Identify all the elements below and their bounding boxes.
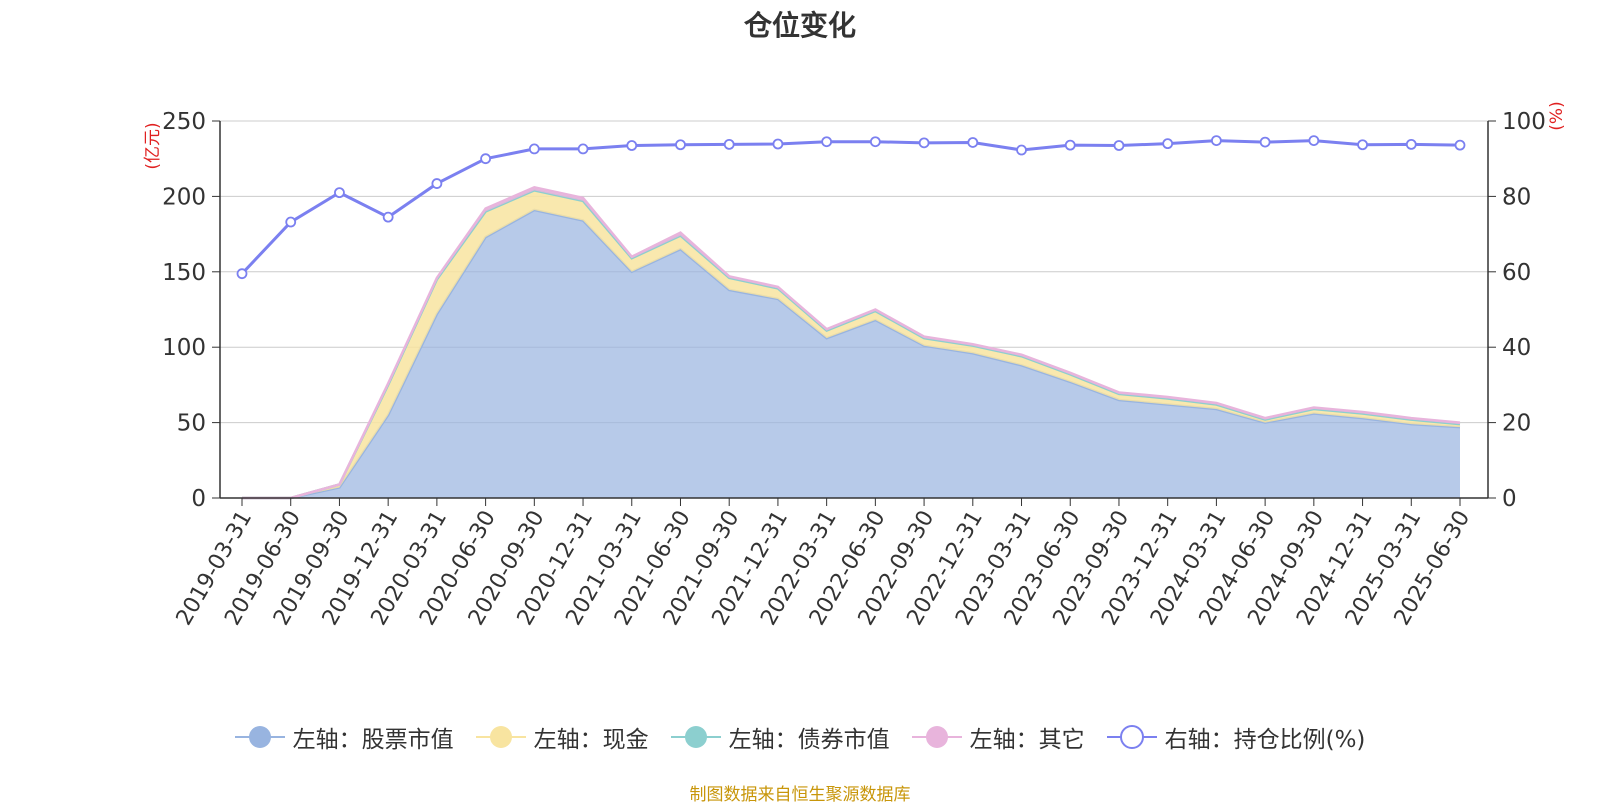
ratio-point [918,137,930,149]
left-axis-tick-label: 250 [162,109,206,135]
ratio-point [1259,136,1271,148]
ratio-point [334,187,345,199]
ratio-point [1064,139,1076,151]
chart-title: 仓位变化 [743,9,856,42]
right-axis-unit: (%) [1547,101,1567,130]
right-axis-tick-label: 60 [1502,260,1531,286]
legend-item[interactable]: 右轴：持仓比例(%) [1106,720,1366,754]
ratio-point [967,137,979,148]
ratio-point [431,178,443,189]
legend-item[interactable]: 左轴：股票市值 [234,720,454,754]
ratio-point [1405,138,1417,150]
ratio-point [869,136,881,148]
position-chart: 0501001502002500204060801002019-03-31201… [143,101,1567,629]
ratio-point [480,153,492,165]
ratio-point [577,143,589,155]
stacked-areas [242,186,1461,500]
area-edge-3 [242,186,1461,500]
right-axis-tick-label: 20 [1502,411,1531,437]
legend-label: 左轴：其它 [969,727,1085,753]
ratio-point [382,211,394,223]
legend-item[interactable]: 左轴：现金 [475,720,649,754]
right-axis-tick-label: 80 [1502,184,1531,210]
legend-label: 右轴：持仓比例(%) [1164,727,1366,753]
legend-label: 左轴：现金 [533,727,649,753]
ratio-point [1308,135,1320,147]
ratio-point [626,140,638,151]
legend-circle-icon [911,726,962,748]
legend-circle-icon [234,726,285,748]
legend-label: 左轴：股票市值 [292,727,454,753]
left-axis-tick-label: 150 [162,260,206,286]
legend: 左轴：股票市值 左轴：现金 左轴：债券市值 左轴：其它 右轴：持仓比例(%) [0,720,1600,754]
position-ratio-line [236,135,1466,280]
left-axis-tick-label: 200 [162,184,206,210]
right-axis-tick-label: 0 [1502,486,1517,512]
ratio-point [1357,139,1368,151]
left-axis-tick-label: 50 [177,411,206,437]
ratio-point [1162,138,1174,150]
left-axis-unit: (亿元) [143,122,163,169]
ratio-point [528,143,540,155]
right-axis-tick-label: 100 [1502,109,1546,135]
legend-hollow-circle-icon [1106,725,1157,749]
legend-item[interactable]: 左轴：其它 [911,720,1085,754]
ratio-point [1454,139,1466,151]
ratio-point [236,268,248,280]
ratio-point [675,139,686,151]
left-axis-tick-label: 0 [191,486,206,512]
ratio-point [1113,140,1125,151]
ratio-line [240,139,1461,275]
legend-circle-icon [670,726,721,748]
ratio-point [1016,144,1027,156]
ratio-point [1211,135,1222,147]
ratio-point [821,136,833,148]
source-note: 制图数据来自恒生聚源数据库 [689,785,911,805]
legend-circle-icon [475,726,526,748]
legend-item[interactable]: 左轴：债券市值 [670,720,890,754]
ratio-point [285,216,297,228]
ratio-point [723,138,735,150]
area-0 [242,209,1460,499]
ratio-point [772,138,784,150]
left-axis-tick-label: 100 [162,335,206,361]
right-axis-tick-label: 40 [1502,335,1531,361]
legend-label: 左轴：债券市值 [728,727,890,753]
